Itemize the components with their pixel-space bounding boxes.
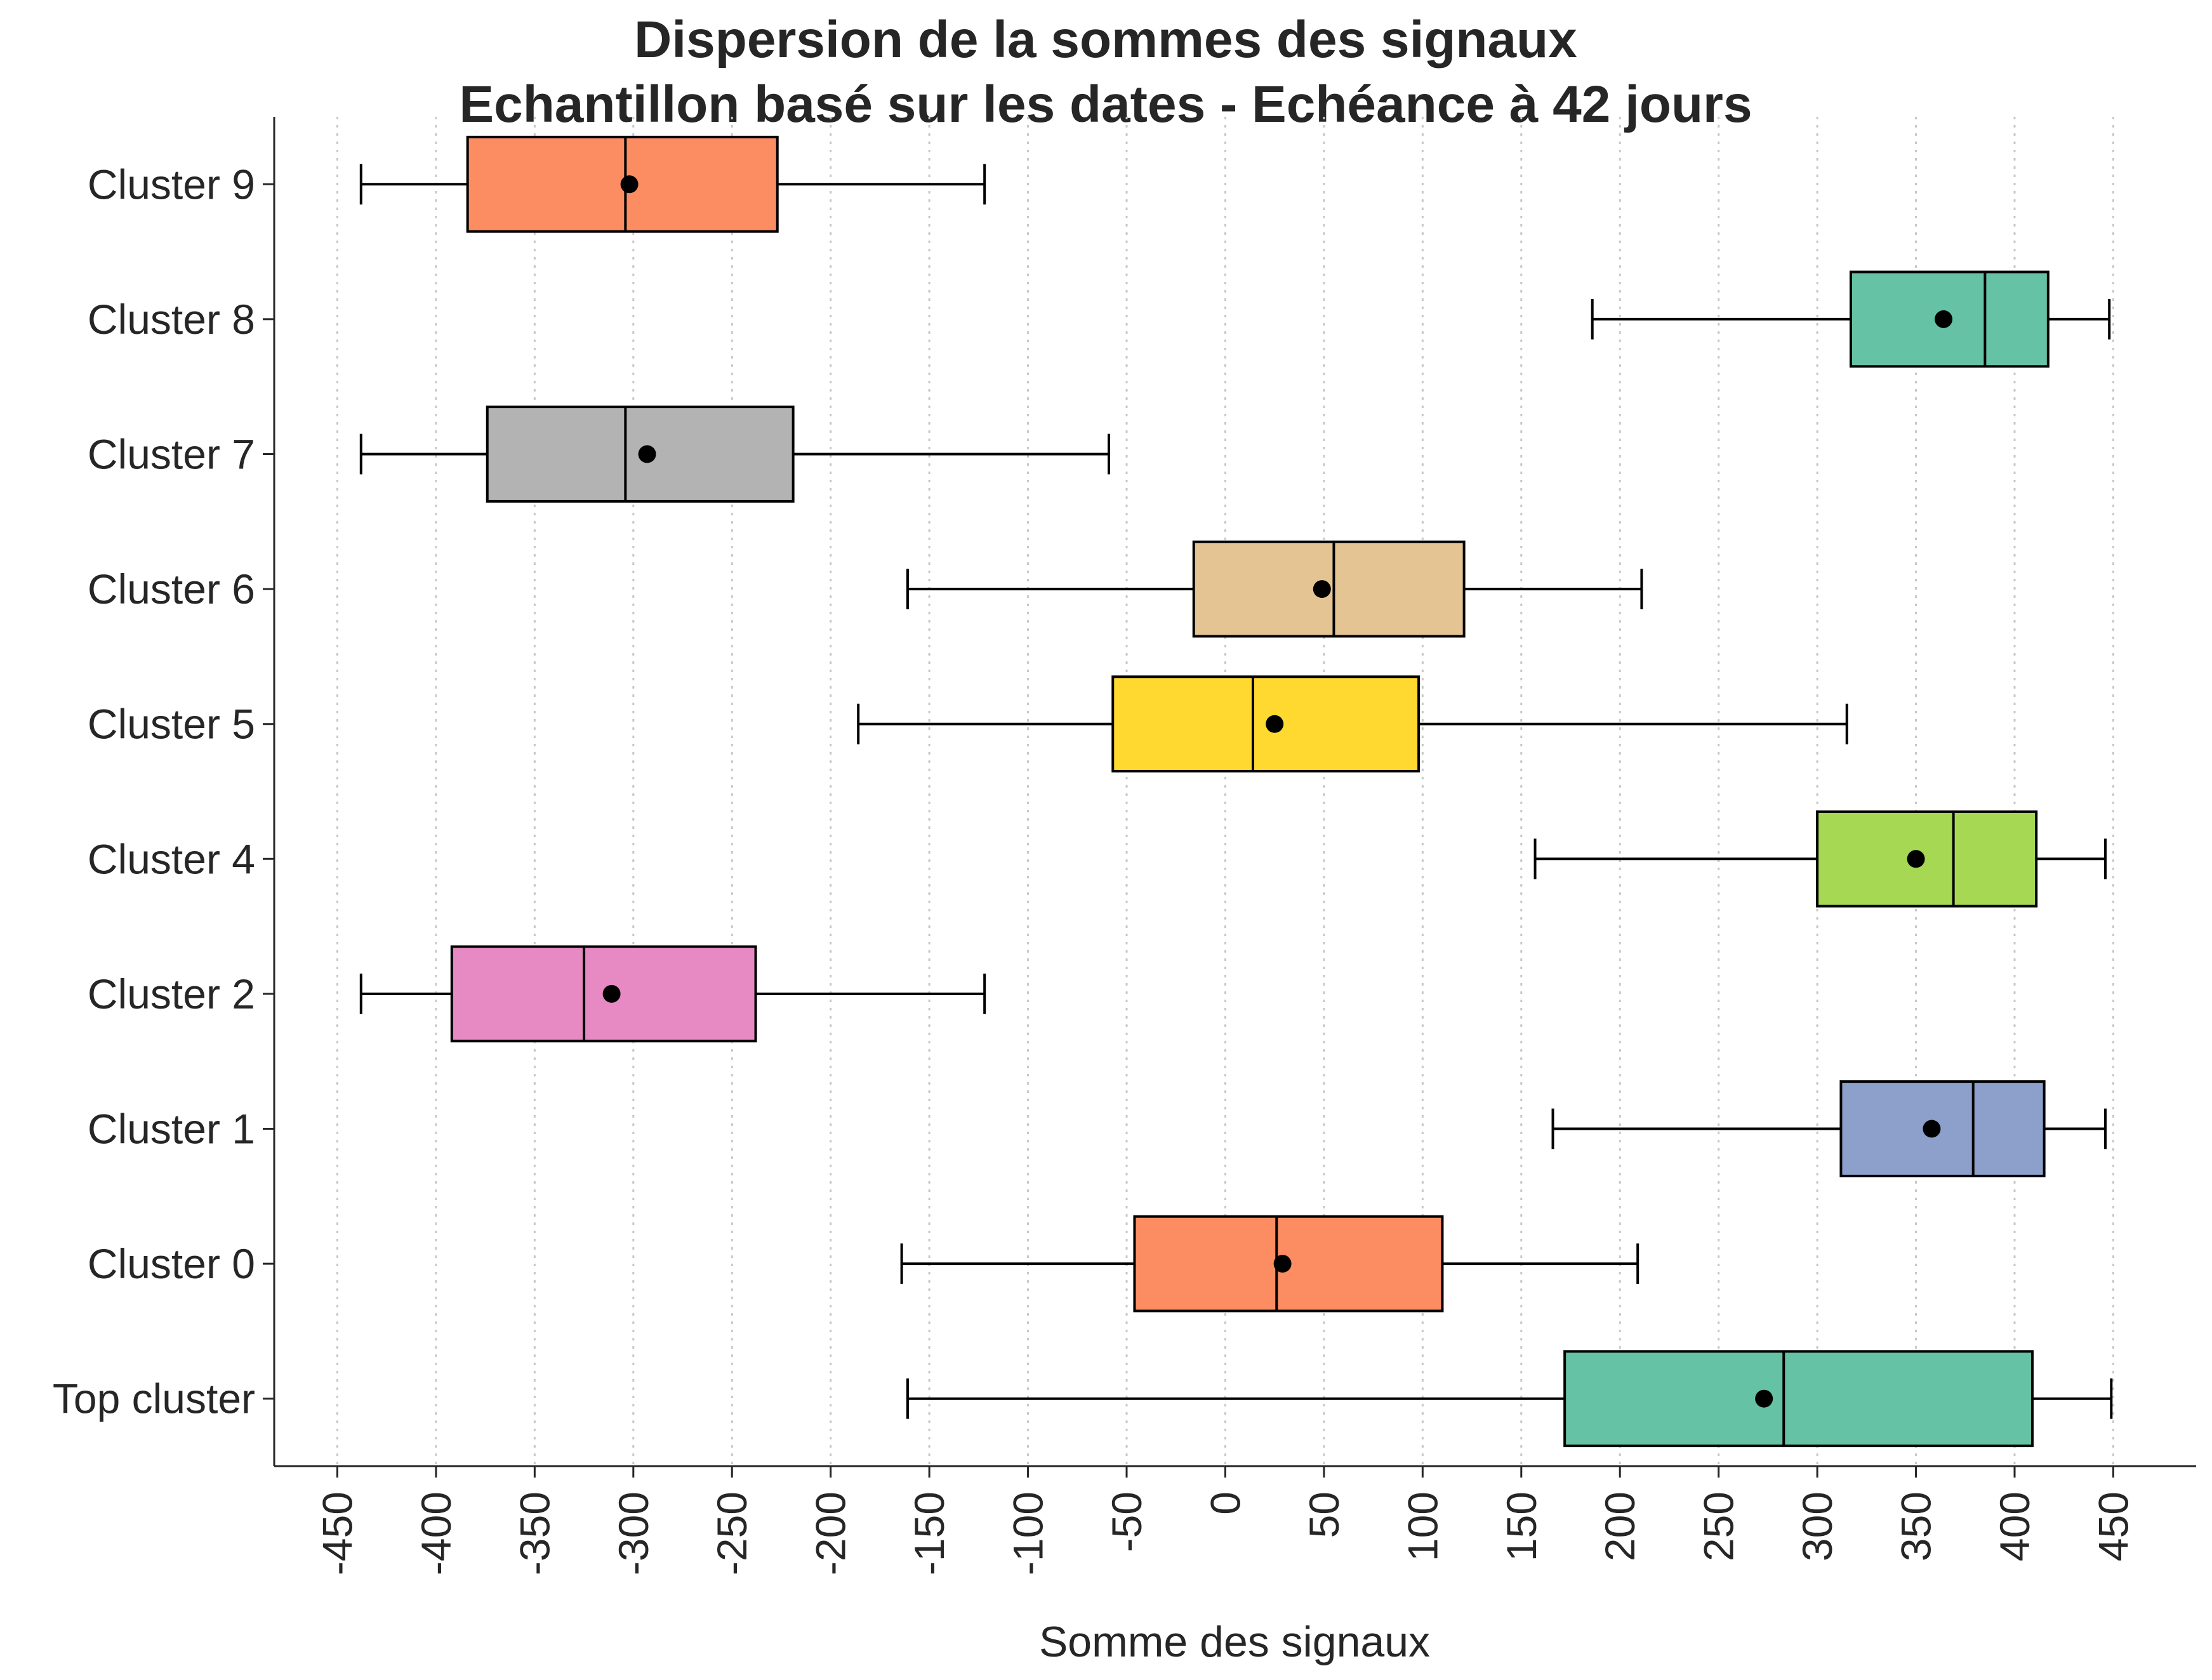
mean-marker: [638, 445, 656, 463]
x-tick-label: -350: [511, 1491, 558, 1575]
axes: [263, 117, 2196, 1478]
x-tick-label: -450: [314, 1491, 361, 1575]
mean-marker: [1935, 310, 1953, 328]
x-tick-label: 300: [1794, 1491, 1841, 1561]
box-cluster-5: [857, 675, 1848, 773]
mean-marker: [1755, 1389, 1773, 1408]
mean-marker: [1907, 850, 1925, 868]
x-tick-label: -300: [610, 1491, 657, 1575]
x-axis-label: Somme des signaux: [1039, 1618, 1430, 1666]
x-tick-label: -400: [413, 1491, 460, 1575]
box-cluster-2: [359, 945, 986, 1043]
iqr-box: [1839, 1080, 2046, 1177]
iqr-box: [1563, 1350, 2034, 1448]
x-tick-label: 0: [1202, 1491, 1248, 1515]
box-cluster-9: [359, 135, 986, 233]
x-tick-label: -50: [1103, 1491, 1150, 1552]
boxes: [359, 135, 2113, 1448]
mean-marker: [1266, 715, 1284, 733]
x-tick-label: 450: [2089, 1491, 2136, 1561]
chart-title-line1: Dispersion de la sommes des signaux: [634, 11, 1577, 69]
box-cluster-8: [1591, 270, 2111, 368]
box-cluster-6: [906, 540, 1643, 638]
x-tick-label: 150: [1498, 1491, 1545, 1561]
category-label: Cluster 7: [88, 431, 255, 478]
category-label: Cluster 1: [88, 1106, 255, 1153]
box-cluster-0: [900, 1215, 1639, 1313]
category-label: Cluster 0: [88, 1240, 255, 1287]
gridlines: [336, 117, 2114, 1466]
x-tick-label: 350: [1893, 1491, 1940, 1561]
category-label: Top cluster: [53, 1375, 255, 1422]
mean-marker: [602, 984, 621, 1003]
x-tick-label: 400: [1991, 1491, 2038, 1561]
category-label: Cluster 8: [88, 296, 255, 343]
x-tick-label: 200: [1596, 1491, 1643, 1561]
box-cluster-7: [359, 406, 1111, 503]
category-label: Cluster 5: [88, 701, 255, 748]
mean-marker: [1313, 580, 1331, 599]
box-top-cluster: [906, 1350, 2113, 1448]
mean-marker: [1923, 1120, 1941, 1138]
category-labels: Cluster 9 Cluster 8 Cluster 7 Cluster 6 Clus…: [53, 161, 255, 1422]
mean-marker: [620, 175, 639, 194]
category-label: Cluster 9: [88, 161, 255, 208]
x-tick-label: 250: [1695, 1491, 1742, 1561]
x-tick-label: -100: [1005, 1491, 1052, 1575]
mean-marker: [1273, 1255, 1292, 1273]
x-tick-labels: -450 -400 -350 -300 -250 -200 -150 -100 -50 0 50 10…: [314, 1491, 2136, 1575]
box-cluster-1: [1551, 1080, 2107, 1177]
box-cluster-4: [1533, 810, 2107, 908]
category-label: Cluster 4: [88, 835, 255, 882]
iqr-box: [1816, 810, 2038, 908]
chart-title-line2: Echantillon basé sur les dates - Echéanc…: [459, 76, 1752, 133]
x-tick-label: -250: [708, 1491, 755, 1575]
x-tick-label: 50: [1301, 1491, 1348, 1538]
x-tick-label: -200: [807, 1491, 854, 1575]
x-tick-label: 100: [1399, 1491, 1446, 1561]
category-label: Cluster 2: [88, 970, 255, 1017]
x-tick-label: -150: [906, 1491, 953, 1575]
category-label: Cluster 6: [88, 566, 255, 612]
